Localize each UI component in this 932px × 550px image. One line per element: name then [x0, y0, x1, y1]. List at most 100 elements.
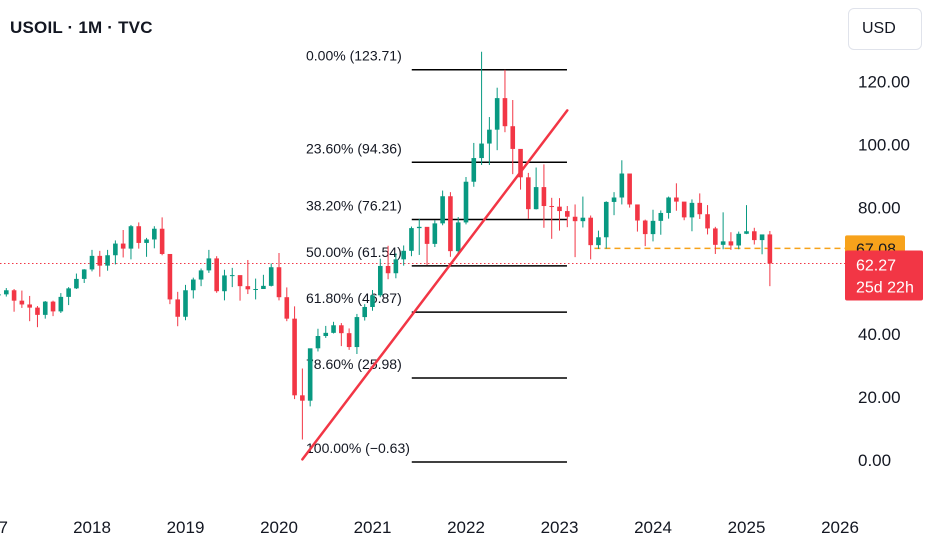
candle	[214, 256, 219, 293]
candle	[689, 199, 695, 232]
candle-body	[42, 301, 48, 315]
candle	[105, 249, 110, 271]
candle-body	[705, 214, 710, 229]
fib-level-label: 61.80% (46.87)	[306, 290, 402, 306]
candle-body	[105, 255, 110, 266]
candle	[697, 193, 703, 219]
candle-body	[487, 129, 492, 144]
candle	[292, 306, 297, 400]
candle	[339, 323, 344, 347]
candle-body	[541, 187, 547, 207]
candle-body	[518, 148, 523, 178]
candle-body	[666, 197, 671, 213]
price-tick-label: 100.00	[858, 136, 910, 155]
candle	[557, 198, 562, 231]
candle	[650, 209, 656, 242]
candle-body	[720, 241, 726, 245]
candle-body	[674, 197, 679, 202]
candle	[144, 237, 149, 257]
candle-body	[557, 206, 562, 212]
candle	[120, 230, 126, 258]
candle-body	[455, 222, 461, 252]
candle	[237, 275, 243, 301]
candle-body	[237, 275, 243, 287]
fib-level-label: 78.60% (25.98)	[306, 356, 402, 372]
fib-level-label: 38.20% (76.21)	[306, 198, 402, 214]
candle-body	[97, 255, 103, 266]
candle	[728, 232, 734, 250]
candle	[603, 201, 609, 249]
candle-body	[736, 233, 742, 246]
candle	[152, 226, 157, 249]
candle	[27, 295, 32, 322]
candle	[307, 348, 313, 407]
time-axis[interactable]: 17 2018 2019 2020 2021 2022 2023 2024 2025 2026	[0, 518, 859, 537]
candle	[479, 51, 484, 166]
candle-body	[697, 202, 703, 215]
candle-body	[580, 217, 586, 222]
candle-body	[611, 197, 617, 202]
time-tick-label: 2018	[73, 518, 111, 537]
price-tick-label: 40.00	[858, 325, 901, 344]
candle	[619, 160, 625, 205]
fib-level-label: 23.60% (94.36)	[306, 140, 402, 156]
candle	[487, 117, 492, 166]
candle-body	[526, 177, 531, 210]
candle	[510, 100, 516, 175]
candle	[370, 289, 375, 311]
candle	[315, 328, 321, 352]
candle-body	[50, 301, 56, 312]
candle	[744, 205, 749, 235]
candle-body	[448, 196, 453, 252]
trendline[interactable]	[301, 109, 569, 461]
candle	[89, 249, 95, 272]
candle	[81, 269, 87, 284]
candle	[175, 291, 181, 327]
candle	[3, 288, 9, 297]
symbol-title: USOIL · 1M · TVC	[10, 18, 153, 37]
candle-body	[728, 241, 734, 246]
candle-body	[198, 270, 204, 280]
candle-body	[370, 295, 375, 307]
candle	[19, 290, 25, 308]
candle	[377, 258, 383, 298]
candle-body	[261, 285, 266, 289]
candle	[206, 249, 212, 273]
candle	[284, 287, 290, 322]
candle-body	[549, 206, 555, 208]
candle	[767, 230, 773, 287]
candle-body	[588, 217, 593, 246]
time-tick-label: 17	[0, 518, 8, 537]
candle-body	[136, 226, 142, 243]
candle-body	[89, 255, 95, 270]
candle-body	[144, 239, 149, 243]
candle	[66, 287, 71, 306]
candle-body	[0, 294, 1, 296]
fibonacci-retracement[interactable]: 0.00% (123.71) 23.60% (94.36) 38.20% (76.2…	[306, 48, 567, 463]
candle-body	[159, 228, 165, 254]
candle	[642, 219, 648, 247]
time-tick-label: 2026	[821, 518, 859, 537]
currency-button[interactable]: USD	[848, 8, 922, 50]
candle-body	[300, 395, 305, 401]
candle	[596, 230, 601, 249]
candle	[128, 224, 134, 260]
candle-body	[292, 318, 297, 396]
candle	[136, 222, 142, 249]
candle-body	[603, 201, 609, 238]
candle-body	[222, 275, 227, 292]
candle-body	[284, 297, 290, 319]
time-tick-label: 2023	[541, 518, 579, 537]
candle	[159, 217, 165, 256]
candle	[385, 245, 391, 280]
candle	[198, 268, 204, 287]
candle-body	[331, 325, 336, 333]
candle-body	[689, 202, 695, 218]
candle	[494, 87, 500, 151]
trendline-drawing[interactable]	[301, 109, 569, 461]
candle	[346, 328, 352, 350]
candle-body	[596, 237, 601, 246]
candle-body	[767, 234, 773, 264]
